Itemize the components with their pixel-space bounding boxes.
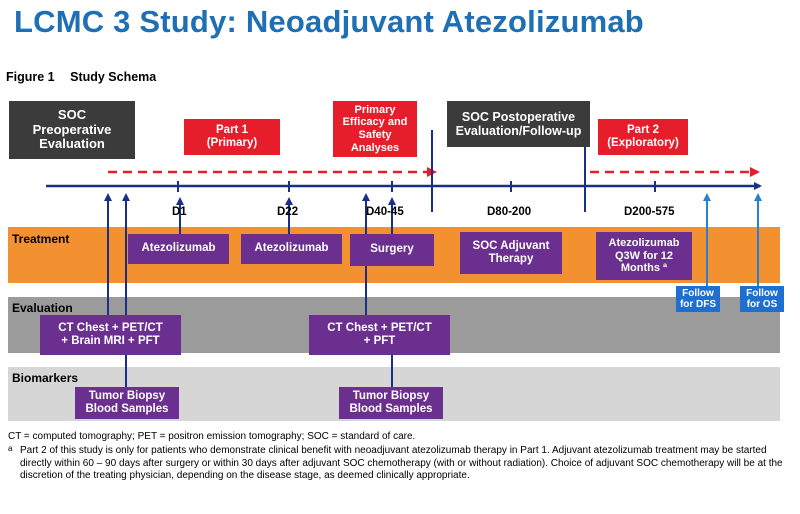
treatment-soc-adjuvant: SOC Adjuvant Therapy <box>460 232 562 274</box>
treatment-surgery: Surgery <box>350 234 434 266</box>
biomarker-baseline-box: Tumor Biopsy Blood Samples <box>75 387 179 419</box>
figure-caption-text: Study Schema <box>70 70 157 84</box>
footnote-a-text: Part 2 of this study is only for patient… <box>20 445 783 481</box>
follow-dfs-box: Follow for DFS <box>676 286 720 312</box>
biomarker-band-label: Biomarkers <box>12 371 79 385</box>
timepoint-d80-200: D80-200 <box>487 206 532 218</box>
timepoint-d40-45: D40-45 <box>366 206 404 218</box>
part2-box: Part 2 (Exploratory) <box>598 119 688 155</box>
biomarker-surgery-box: Tumor Biopsy Blood Samples <box>339 387 443 419</box>
page-title: LCMC 3 Study: Neoadjuvant Atezolizumab <box>14 4 644 39</box>
primary-analyses-box: Primary Efficacy and Safety Analyses <box>333 101 417 157</box>
evaluation-baseline-box: CT Chest + PET/CT + Brain MRI + PFT <box>40 315 181 355</box>
evaluation-presurgery-box: CT Chest + PET/CT + PFT <box>309 315 450 355</box>
timepoint-d22: D22 <box>277 206 299 218</box>
soc-preoperative-box: SOC Preoperative Evaluation <box>9 101 135 159</box>
part1-box: Part 1 (Primary) <box>184 119 280 155</box>
treatment-atezolizumab-q3w: Atezolizumab Q3W for 12 Months ª <box>596 232 692 280</box>
abbreviations-note: CT = computed tomography; PET = positron… <box>8 431 416 442</box>
footnote-a-marker: a <box>8 444 13 453</box>
follow-os-box: Follow for OS <box>740 286 784 312</box>
figure-number: Figure 1 <box>6 70 55 84</box>
timepoint-d1: D1 <box>172 206 187 218</box>
soc-postoperative-box: SOC Postoperative Evaluation/Follow-up <box>447 101 590 147</box>
treatment-atezolizumab-2: Atezolizumab <box>241 234 342 264</box>
timepoint-d200-575: D200-575 <box>624 206 675 218</box>
evaluation-band-label: Evaluation <box>12 301 73 315</box>
figure-caption: Figure 1 Study Schema <box>6 70 156 84</box>
treatment-atezolizumab-1: Atezolizumab <box>128 234 229 264</box>
treatment-band-label: Treatment <box>12 232 70 246</box>
